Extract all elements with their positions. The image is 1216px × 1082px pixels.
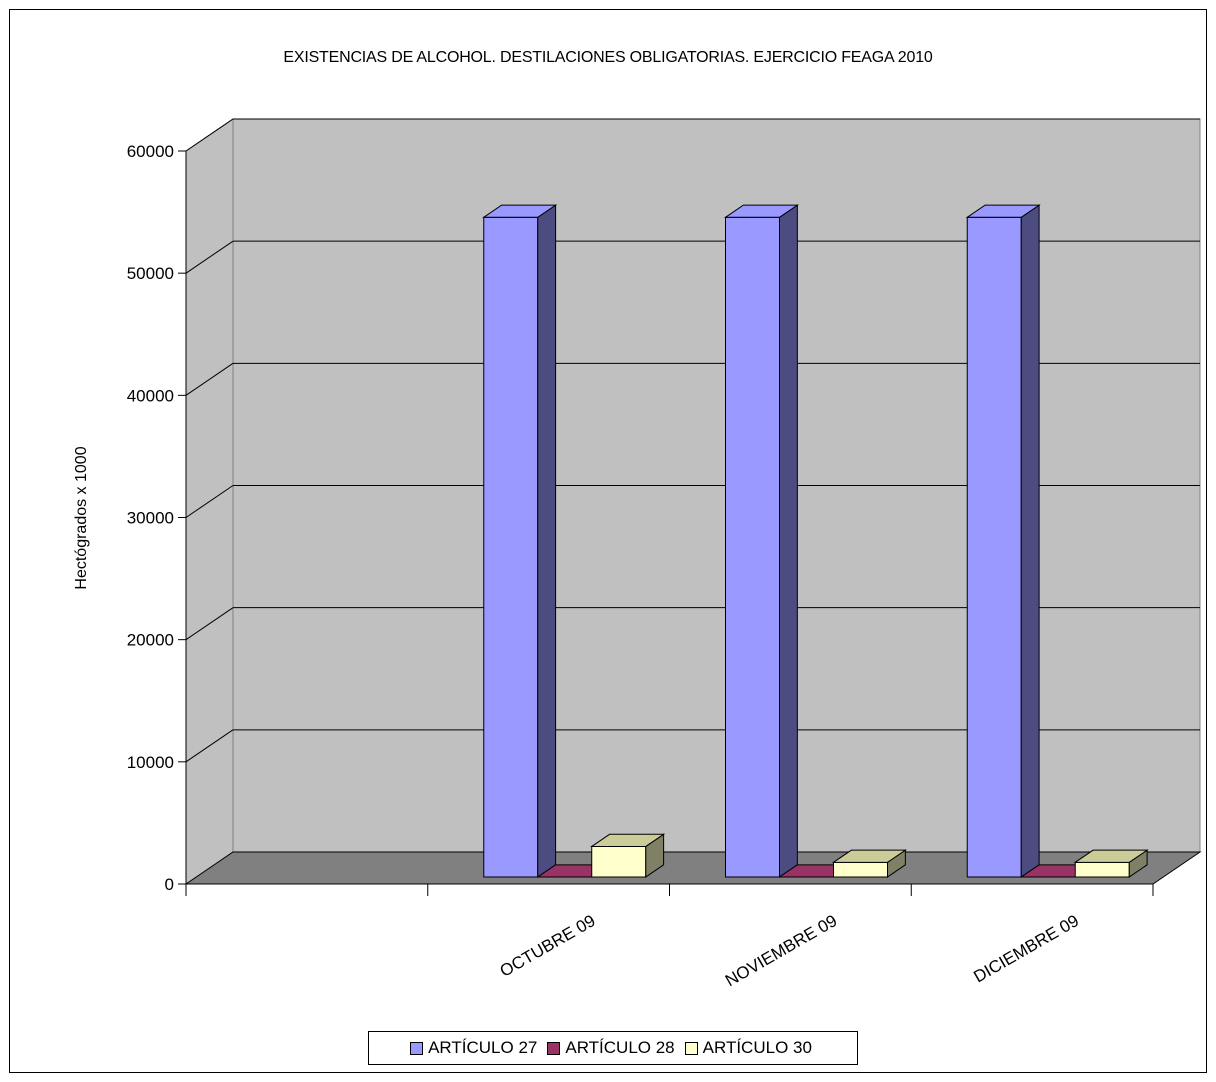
y-tick-label: 10000 [127, 753, 174, 772]
bar-top [590, 833, 666, 847]
legend-swatch-articulo-30 [684, 1041, 698, 1055]
y-tick-label: 50000 [127, 264, 174, 283]
bar-front [966, 216, 1022, 878]
legend-item-articulo-27: ARTÍCULO 27 [410, 1038, 537, 1058]
gridline-side [185, 607, 234, 641]
legend-item-articulo-30: ARTÍCULO 30 [684, 1038, 812, 1058]
bar-top [482, 204, 558, 218]
legend-label-articulo-27: ARTÍCULO 27 [428, 1038, 538, 1057]
x-tick-label: DICIEMBRE 09 [970, 911, 1082, 987]
bar-front [725, 216, 780, 878]
y-tick-label: 60000 [127, 142, 174, 161]
y-tick-label: 20000 [127, 631, 174, 650]
bar-top [1073, 849, 1149, 863]
gridline-side [185, 240, 234, 274]
bar-top [831, 849, 907, 863]
gridline-side [185, 729, 234, 763]
bar-front [1074, 861, 1130, 878]
legend: ARTÍCULO 27 ARTÍCULO 28 ARTÍCULO 30 [368, 1031, 858, 1065]
x-tick-label: NOVIEMBRE 09 [722, 911, 840, 990]
gridline-side [185, 485, 234, 518]
bar-side [1020, 204, 1040, 878]
y-tick-label: 0 [165, 875, 174, 894]
legend-item-articulo-28: ARTÍCULO 28 [547, 1038, 675, 1058]
chart-title: EXISTENCIAS DE ALCOHOL. DESTILACIONES OB… [283, 49, 933, 66]
bar-front [591, 845, 647, 878]
bar-side [537, 204, 557, 878]
bar-top [723, 204, 799, 218]
bar-side [779, 204, 798, 878]
legend-label-articulo-28: ARTÍCULO 28 [565, 1038, 675, 1057]
x-tick-label: OCTUBRE 09 [497, 911, 599, 981]
legend-label-articulo-30: ARTÍCULO 30 [702, 1038, 812, 1057]
gridline-side [185, 362, 234, 396]
legend-swatch-articulo-28 [547, 1041, 561, 1055]
bar-front [833, 861, 888, 878]
gridline-side [185, 118, 234, 152]
y-tick-label: 30000 [127, 509, 174, 528]
bar-top [965, 204, 1041, 218]
y-tick-label: 40000 [127, 386, 174, 405]
bar-front [483, 216, 539, 878]
legend-swatch-articulo-27 [410, 1041, 424, 1055]
